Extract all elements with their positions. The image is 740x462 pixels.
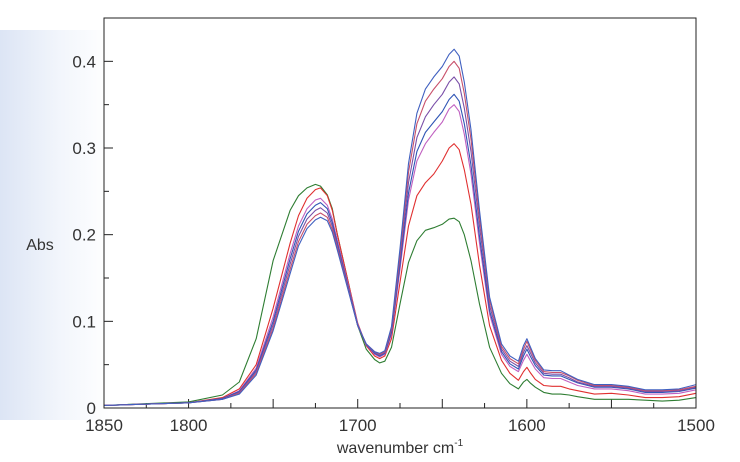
- series-line-2: [103, 143, 697, 406]
- series-line-7: [103, 48, 697, 406]
- y-axis-ticks: 0 0.1 0.2 0.3 0.4: [72, 17, 113, 418]
- y-tick-label: 0: [87, 399, 96, 418]
- x-tick-label: 1700: [339, 416, 377, 435]
- series-line-5: [103, 76, 697, 406]
- background-gradient: [0, 30, 110, 420]
- series-line-1: [103, 183, 697, 406]
- x-axis-ticks: 1850 1800 1700 1600 1500: [85, 399, 715, 435]
- x-tick-label: 1850: [85, 416, 123, 435]
- y-tick-label: 0.2: [72, 226, 96, 245]
- plot-frame: [103, 17, 697, 409]
- x-tick-label: 1500: [677, 416, 715, 435]
- x-axis-label: wavenumber cm-1: [336, 438, 464, 457]
- x-tick-label: 1800: [170, 416, 208, 435]
- series-line-6: [103, 60, 697, 406]
- y-tick-label: 0.1: [72, 312, 96, 331]
- y-tick-label: 0.3: [72, 139, 96, 158]
- series-line-4: [103, 93, 697, 406]
- y-axis-label: Abs: [26, 237, 54, 254]
- x-tick-label: 1600: [508, 416, 546, 435]
- series-layer: [103, 48, 697, 406]
- y-tick-label: 0.4: [72, 52, 96, 71]
- series-line-3: [103, 104, 697, 406]
- x-axis-label-text: wavenumber cm: [336, 440, 454, 457]
- x-axis-label-superscript: -1: [454, 438, 463, 449]
